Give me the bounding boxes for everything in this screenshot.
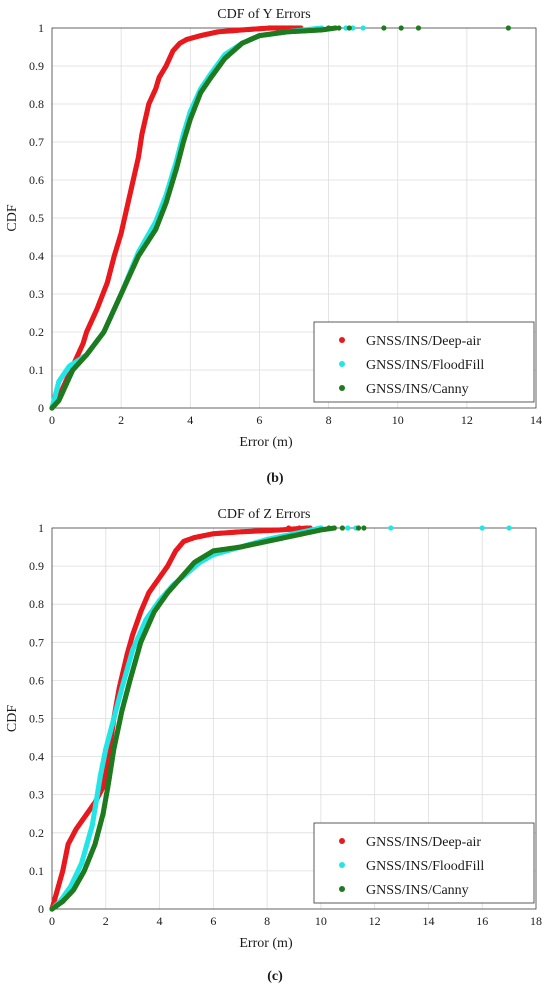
x-tick-label: 14 — [530, 413, 542, 427]
data-series — [49, 525, 512, 912]
series-canny — [49, 525, 367, 912]
y-tick-labels: 0 0.1 0.2 0.3 0.4 0.5 0.6 0.7 0.8 0.9 1 — [29, 21, 44, 415]
x-tick-label: 10 — [392, 413, 404, 427]
y-tick-label: 0.7 — [29, 635, 44, 649]
y-tick-label: 1 — [38, 521, 44, 535]
outlier-point — [336, 25, 342, 31]
legend-box — [313, 321, 535, 403]
outlier-point — [274, 25, 280, 31]
legend-label-deep-air: GNSS/INS/Deep-air — [366, 835, 481, 850]
y-tick-label: 0 — [38, 902, 44, 916]
outlier-point — [398, 25, 404, 31]
y-tick-label: 0.2 — [29, 325, 44, 339]
x-tick-label: 16 — [476, 914, 488, 928]
outlier-point — [346, 25, 352, 31]
outlier-point — [506, 525, 512, 531]
x-axis-label: Error (m) — [239, 936, 293, 951]
x-tick-label: 0 — [49, 914, 55, 928]
outlier-point — [281, 25, 287, 31]
x-tick-label: 2 — [103, 914, 109, 928]
legend-marker-floodfill — [339, 862, 345, 868]
legend-label-deep-air: GNSS/INS/Deep-air — [366, 334, 481, 349]
outlier-point — [296, 525, 302, 531]
y-tick-labels: 0 0.1 0.2 0.3 0.4 0.5 0.6 0.7 0.8 0.9 1 — [29, 521, 44, 916]
outlier-point — [267, 25, 273, 31]
legend-marker-canny — [339, 886, 345, 892]
x-tick-label: 8 — [264, 914, 270, 928]
x-tick-label: 14 — [422, 914, 434, 928]
x-tick-label: 6 — [256, 413, 262, 427]
y-axis-label: CDF — [5, 204, 20, 231]
outlier-point — [326, 525, 332, 531]
y-tick-label: 0.8 — [29, 597, 44, 611]
x-tick-label: 12 — [461, 413, 473, 427]
outlier-point — [361, 525, 367, 531]
x-tick-label: 8 — [326, 413, 332, 427]
chart-panel-z-errors: 0 2 4 6 8 10 12 14 16 18 0 0.1 0.2 0.3 0.4 0.5 0.6 0.7 0.… — [5, 507, 542, 984]
y-tick-label: 0.3 — [29, 287, 44, 301]
legend: GNSS/INS/Deep-air GNSS/INS/FloodFill GNS… — [313, 321, 535, 403]
x-tick-label: 4 — [187, 413, 193, 427]
outlier-point — [381, 25, 387, 31]
y-tick-label: 0.9 — [29, 59, 44, 73]
x-tick-label: 12 — [369, 914, 381, 928]
panel-caption: (c) — [267, 969, 283, 984]
x-tick-labels: 0 2 4 6 8 10 12 14 16 18 — [49, 914, 542, 928]
panel-caption: (b) — [266, 471, 283, 486]
y-axis-label: CDF — [5, 705, 20, 732]
legend-marker-canny — [339, 385, 345, 391]
y-tick-label: 0.4 — [29, 750, 44, 764]
outlier-point — [388, 525, 394, 531]
y-tick-label: 0.6 — [29, 173, 44, 187]
series-canny — [49, 25, 511, 411]
chart-title: CDF of Y Errors — [217, 7, 310, 22]
y-tick-label: 0.4 — [29, 249, 44, 263]
x-tick-labels: 0 2 4 6 8 10 12 14 — [49, 413, 542, 427]
legend-marker-deep-air — [339, 337, 345, 343]
y-tick-label: 0.8 — [29, 97, 44, 111]
y-tick-label: 0.5 — [29, 712, 44, 726]
x-tick-label: 18 — [530, 914, 542, 928]
y-tick-label: 0.6 — [29, 673, 44, 687]
x-tick-label: 2 — [118, 413, 124, 427]
legend: GNSS/INS/Deep-air GNSS/INS/FloodFill GNS… — [313, 822, 535, 904]
legend-label-floodfill: GNSS/INS/FloodFill — [366, 859, 484, 874]
y-tick-label: 0 — [38, 401, 44, 415]
outlier-point — [479, 525, 485, 531]
legend-label-canny: GNSS/INS/Canny — [366, 883, 469, 898]
x-tick-label: 0 — [49, 413, 55, 427]
outlier-point — [355, 525, 362, 531]
chart-panel-y-errors: 0 2 4 6 8 10 12 14 0 0.1 0.2 0.3 0.4 0.5 0.6 0.7 0.8 0.9… — [5, 7, 542, 486]
legend-marker-floodfill — [339, 361, 345, 367]
legend-label-canny: GNSS/INS/Canny — [366, 382, 469, 397]
y-tick-label: 0.2 — [29, 826, 44, 840]
outlier-point — [360, 25, 366, 31]
data-point — [331, 525, 337, 531]
outlier-point — [339, 525, 345, 531]
outlier-point — [415, 25, 422, 31]
y-tick-label: 0.3 — [29, 788, 44, 802]
outlier-point — [286, 525, 292, 531]
outlier-point — [345, 525, 351, 531]
y-tick-label: 0.5 — [29, 211, 44, 225]
x-axis-label: Error (m) — [239, 435, 293, 450]
series-deep-air — [49, 25, 304, 411]
y-tick-label: 0.9 — [29, 559, 44, 573]
x-tick-label: 4 — [157, 914, 163, 928]
outlier-point — [505, 25, 511, 31]
x-tick-label: 10 — [315, 914, 327, 928]
data-series — [49, 25, 511, 411]
y-tick-label: 1 — [38, 21, 44, 35]
y-tick-label: 0.1 — [29, 864, 44, 878]
legend-marker-deep-air — [339, 838, 345, 844]
y-tick-label: 0.1 — [29, 363, 44, 377]
x-tick-label: 6 — [210, 914, 216, 928]
outlier-point — [325, 25, 332, 31]
legend-label-floodfill: GNSS/INS/FloodFill — [366, 358, 484, 373]
chart-title: CDF of Z Errors — [218, 507, 311, 522]
y-tick-label: 0.7 — [29, 135, 44, 149]
legend-box — [313, 822, 535, 904]
